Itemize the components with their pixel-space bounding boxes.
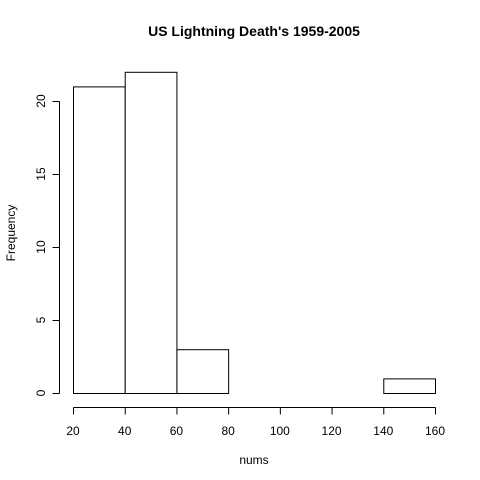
x-tick-label: 80 bbox=[221, 424, 235, 438]
bars-group bbox=[73, 71, 436, 395]
y-ticks-group: 0 5 10 15 20 bbox=[34, 94, 60, 396]
y-tick-label: 0 bbox=[34, 389, 48, 396]
histogram-bar-40-60 bbox=[124, 71, 178, 395]
y-tick-label: 20 bbox=[34, 94, 48, 108]
y-axis-label: Frequency bbox=[4, 205, 18, 262]
y-tick-label: 15 bbox=[34, 167, 48, 181]
x-tick-label: 40 bbox=[118, 424, 132, 438]
y-tick-label: 10 bbox=[34, 240, 48, 254]
x-ticks-group: 20 40 60 80 100 120 140 160 bbox=[66, 407, 445, 438]
x-tick-label: 60 bbox=[170, 424, 184, 438]
histogram-bar-140-160 bbox=[383, 378, 436, 394]
x-tick-label: 140 bbox=[373, 424, 393, 438]
histogram-bar-20-40 bbox=[73, 86, 126, 395]
x-axis-label: nums bbox=[239, 453, 268, 467]
chart-title: US Lightning Death's 1959-2005 bbox=[148, 23, 360, 39]
x-tick-label: 160 bbox=[425, 424, 445, 438]
x-tick-label: 100 bbox=[270, 424, 290, 438]
y-tick-label: 5 bbox=[34, 316, 48, 323]
x-tick-label: 120 bbox=[322, 424, 342, 438]
histogram-bar-60-80 bbox=[176, 349, 230, 395]
x-tick-label: 20 bbox=[66, 424, 80, 438]
